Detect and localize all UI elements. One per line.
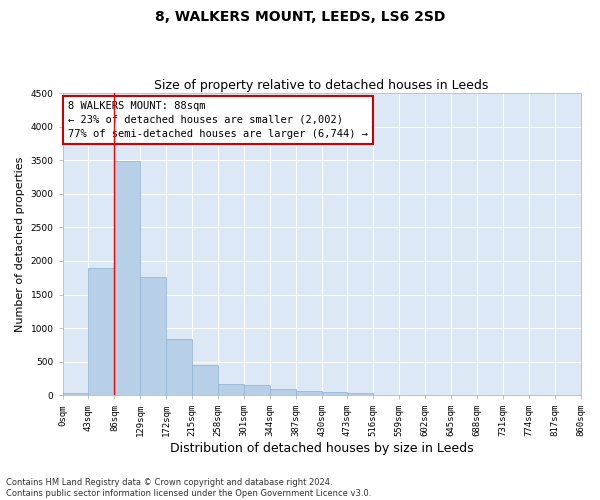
Bar	[218, 384, 244, 395]
Bar	[296, 392, 322, 395]
Bar	[192, 365, 218, 395]
Y-axis label: Number of detached properties: Number of detached properties	[15, 156, 25, 332]
Bar	[270, 389, 296, 395]
Bar	[322, 392, 347, 395]
Bar	[244, 385, 270, 395]
Text: Contains HM Land Registry data © Crown copyright and database right 2024.
Contai: Contains HM Land Registry data © Crown c…	[6, 478, 371, 498]
Bar	[140, 277, 166, 395]
Text: 8, WALKERS MOUNT, LEEDS, LS6 2SD: 8, WALKERS MOUNT, LEEDS, LS6 2SD	[155, 10, 445, 24]
Bar	[115, 161, 140, 395]
X-axis label: Distribution of detached houses by size in Leeds: Distribution of detached houses by size …	[170, 442, 473, 455]
Bar	[62, 393, 88, 395]
Bar	[347, 393, 373, 395]
Text: 8 WALKERS MOUNT: 88sqm
← 23% of detached houses are smaller (2,002)
77% of semi-: 8 WALKERS MOUNT: 88sqm ← 23% of detached…	[68, 100, 368, 138]
Bar	[166, 339, 192, 395]
Title: Size of property relative to detached houses in Leeds: Size of property relative to detached ho…	[154, 79, 489, 92]
Bar	[88, 268, 115, 395]
